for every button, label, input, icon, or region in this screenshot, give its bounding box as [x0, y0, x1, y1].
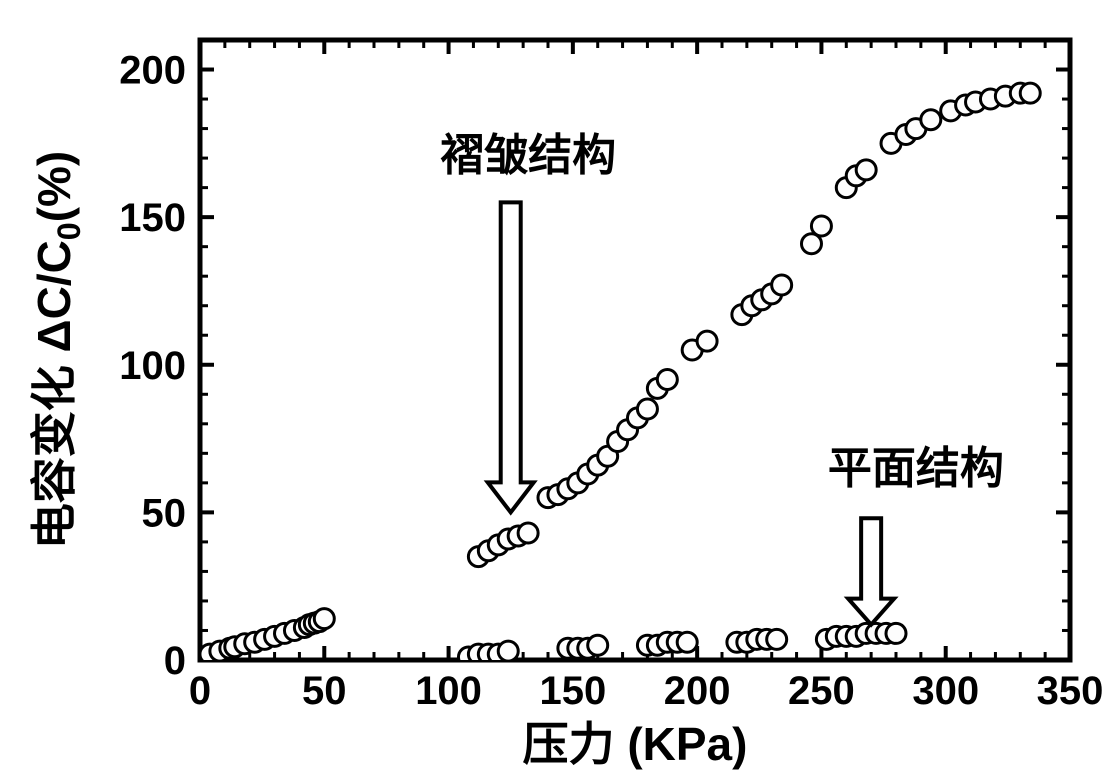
data-point: [677, 632, 697, 652]
y-tick-label: 150: [119, 196, 186, 240]
x-tick-label: 300: [912, 669, 979, 713]
data-point: [697, 331, 717, 351]
annotation-label: 平面结构: [828, 444, 1004, 493]
x-tick-label: 150: [539, 669, 606, 713]
data-point: [588, 635, 608, 655]
data-point: [772, 275, 792, 295]
x-tick-label: 0: [189, 669, 211, 713]
x-tick-label: 50: [302, 669, 347, 713]
x-axis-label: 压力 (KPa): [523, 718, 748, 770]
data-point: [856, 160, 876, 180]
scatter-chart: 0 50 100 150 200 250 300 350 0 50 100 150 200 压力 (KPa…: [0, 0, 1108, 781]
y-tick-label: 200: [119, 49, 186, 93]
data-point: [314, 609, 334, 629]
data-point: [1020, 83, 1040, 103]
data-point: [637, 399, 657, 419]
x-tick-label: 100: [415, 669, 482, 713]
data-point: [657, 370, 677, 390]
x-tick-label: 350: [1037, 669, 1104, 713]
data-point: [811, 216, 831, 236]
data-point: [921, 110, 941, 130]
data-point: [498, 641, 518, 661]
y-axis-label: 电容变化 ΔC/C0(%): [28, 151, 87, 550]
y-tick-label: 0: [164, 639, 186, 683]
annotation-label: 褶皱结构: [440, 131, 616, 180]
y-tick-label: 50: [142, 491, 187, 535]
x-tick-label: 200: [664, 669, 731, 713]
data-point: [518, 523, 538, 543]
x-tick-label: 250: [788, 669, 855, 713]
y-tick-label: 100: [119, 344, 186, 388]
data-point: [886, 623, 906, 643]
chart-container: 0 50 100 150 200 250 300 350 0 50 100 150 200 压力 (KPa…: [0, 0, 1108, 781]
data-point: [767, 629, 787, 649]
